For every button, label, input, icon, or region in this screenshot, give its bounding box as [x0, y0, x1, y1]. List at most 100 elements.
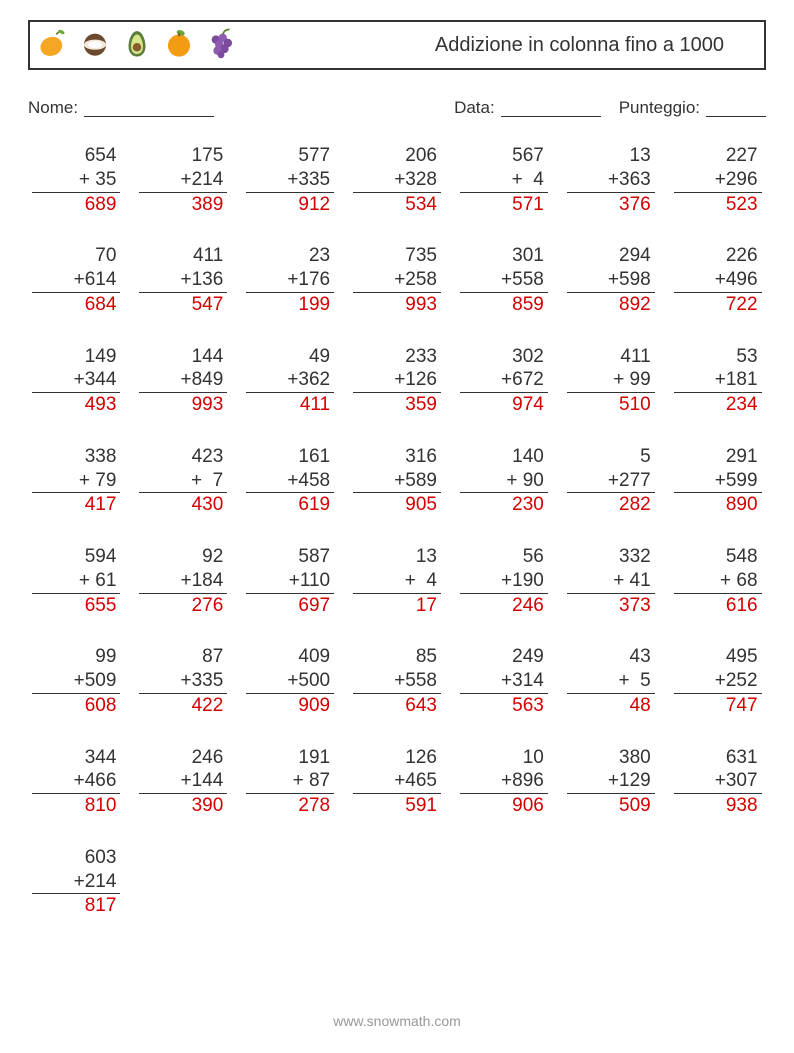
problem: 495+252747 [674, 645, 762, 717]
problems-grid: 654+ 35689175+214389577+335912206+328534… [28, 144, 766, 918]
coconut-icon [78, 26, 112, 65]
addend-top: 53 [674, 345, 762, 369]
problem: 409+500909 [246, 645, 334, 717]
addend-top: 23 [246, 244, 334, 268]
answer: 655 [32, 594, 120, 618]
answer: 278 [246, 794, 334, 818]
addend-bottom: +672 [460, 368, 548, 393]
addend-top: 631 [674, 746, 762, 770]
answer: 892 [567, 293, 655, 317]
addend-bottom: +258 [353, 268, 441, 293]
addend-bottom: + 35 [32, 168, 120, 193]
addend-bottom: +176 [246, 268, 334, 293]
problem: 411+ 99510 [567, 345, 655, 417]
problem: 291+599890 [674, 445, 762, 517]
addend-top: 411 [567, 345, 655, 369]
addend-top: 332 [567, 545, 655, 569]
addend-bottom: +277 [567, 469, 655, 494]
addend-bottom: +599 [674, 469, 762, 494]
addend-top: 227 [674, 144, 762, 168]
answer: 493 [32, 393, 120, 417]
problem: 85+558643 [353, 645, 441, 717]
answer: 373 [567, 594, 655, 618]
footer-text: www.snowmath.com [0, 1013, 794, 1029]
answer: 389 [139, 193, 227, 217]
problem: 227+296523 [674, 144, 762, 216]
name-label: Nome: [28, 98, 78, 118]
problem: 70+614684 [32, 244, 120, 316]
addend-bottom: +500 [246, 669, 334, 694]
addend-top: 56 [460, 545, 548, 569]
addend-bottom: +558 [460, 268, 548, 293]
addend-bottom: + 5 [567, 669, 655, 694]
problem: 294+598892 [567, 244, 655, 316]
answer: 591 [353, 794, 441, 818]
addend-top: 191 [246, 746, 334, 770]
problem: 92+184276 [139, 545, 227, 617]
addend-bottom: +458 [246, 469, 334, 494]
answer: 817 [32, 894, 120, 918]
name-blank[interactable] [84, 98, 214, 117]
answer: 890 [674, 493, 762, 517]
addend-bottom: +614 [32, 268, 120, 293]
addend-bottom: +126 [353, 368, 441, 393]
addend-top: 291 [674, 445, 762, 469]
answer: 689 [32, 193, 120, 217]
fruit-row [36, 26, 238, 65]
score-label: Punteggio: [619, 98, 700, 118]
problem: 23+176199 [246, 244, 334, 316]
addend-top: 43 [567, 645, 655, 669]
addend-top: 495 [674, 645, 762, 669]
answer: 230 [460, 493, 548, 517]
answer: 376 [567, 193, 655, 217]
answer: 684 [32, 293, 120, 317]
addend-top: 5 [567, 445, 655, 469]
answer: 909 [246, 694, 334, 718]
addend-top: 301 [460, 244, 548, 268]
addend-top: 13 [353, 545, 441, 569]
page-title: Addizione in colonna fino a 1000 [435, 34, 754, 57]
addend-bottom: +190 [460, 569, 548, 594]
addend-top: 149 [32, 345, 120, 369]
answer: 912 [246, 193, 334, 217]
addend-top: 548 [674, 545, 762, 569]
problem: 411+136547 [139, 244, 227, 316]
answer: 282 [567, 493, 655, 517]
addend-top: 423 [139, 445, 227, 469]
problem: 175+214389 [139, 144, 227, 216]
addend-top: 233 [353, 345, 441, 369]
addend-top: 70 [32, 244, 120, 268]
addend-bottom: + 4 [353, 569, 441, 594]
addend-bottom: +362 [246, 368, 334, 393]
problem: 49+362411 [246, 345, 334, 417]
addend-bottom: + 7 [139, 469, 227, 494]
addend-bottom: +314 [460, 669, 548, 694]
addend-top: 126 [353, 746, 441, 770]
addend-top: 92 [139, 545, 227, 569]
addend-top: 344 [32, 746, 120, 770]
answer: 810 [32, 794, 120, 818]
addend-bottom: +466 [32, 769, 120, 794]
problem: 56+190246 [460, 545, 548, 617]
problem: 191+ 87278 [246, 746, 334, 818]
problem: 338+ 79417 [32, 445, 120, 517]
addend-bottom: +181 [674, 368, 762, 393]
problem: 126+465591 [353, 746, 441, 818]
answer: 938 [674, 794, 762, 818]
score-blank[interactable] [706, 98, 766, 117]
addend-top: 316 [353, 445, 441, 469]
addend-top: 380 [567, 746, 655, 770]
addend-bottom: +335 [139, 669, 227, 694]
problem: 380+129509 [567, 746, 655, 818]
answer: 722 [674, 293, 762, 317]
answer: 276 [139, 594, 227, 618]
answer: 974 [460, 393, 548, 417]
problem: 13+363376 [567, 144, 655, 216]
date-label: Data: [454, 98, 495, 118]
addend-bottom: +328 [353, 168, 441, 193]
problem: 246+144390 [139, 746, 227, 818]
addend-top: 735 [353, 244, 441, 268]
date-blank[interactable] [501, 98, 601, 117]
mango-icon [36, 26, 70, 65]
answer: 48 [567, 694, 655, 718]
